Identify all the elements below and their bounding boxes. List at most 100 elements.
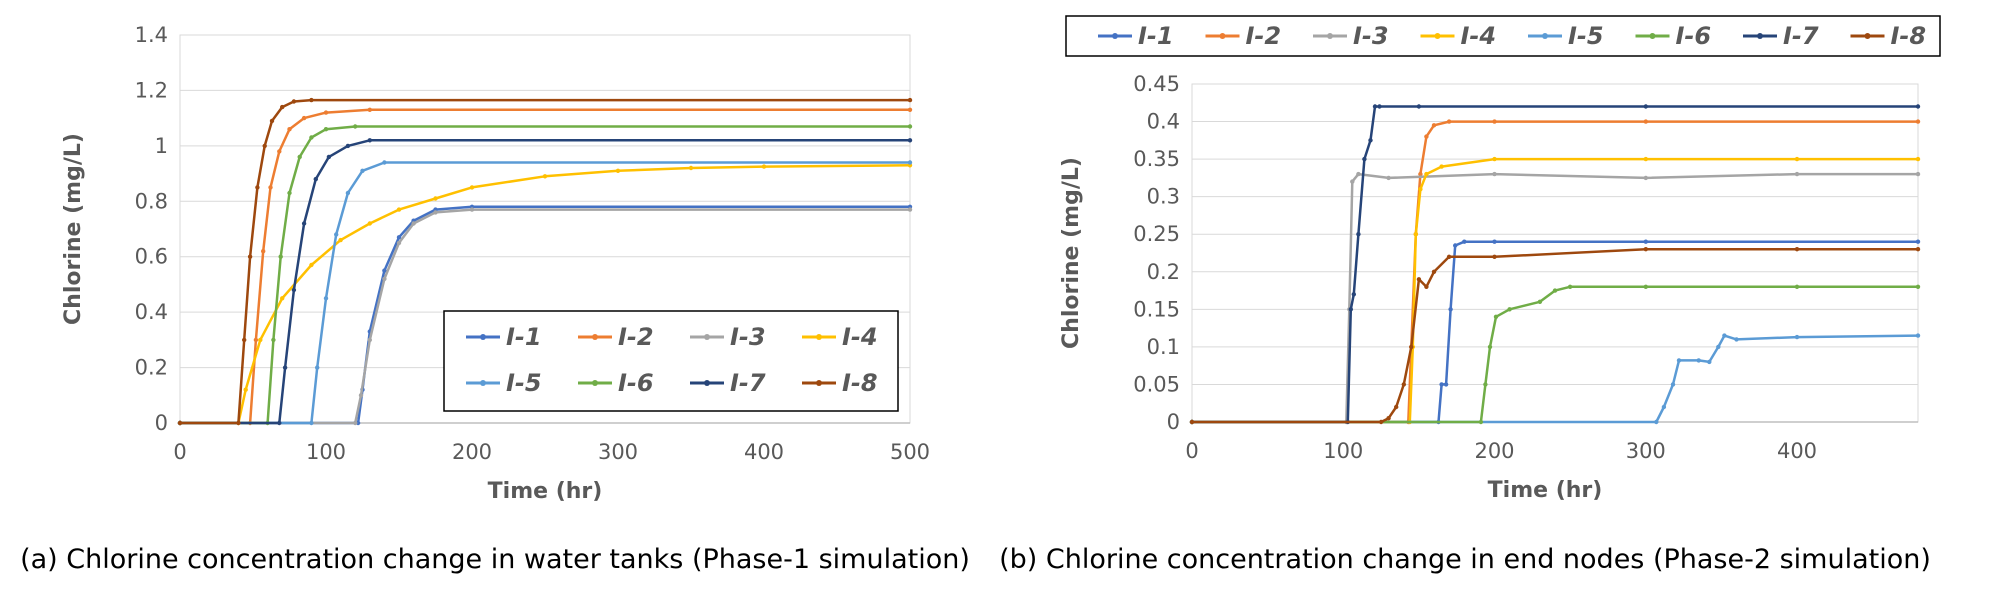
chart-a-y-tick-label: 0.2 xyxy=(135,356,168,380)
chart-a-data-point xyxy=(433,196,438,201)
chart-a-data-point xyxy=(353,124,358,129)
chart-b-x-tick-label: 300 xyxy=(1626,439,1666,463)
chart-b-x-tick-label: 100 xyxy=(1323,439,1363,463)
chart-b-data-point xyxy=(1356,232,1361,237)
chart-b-data-point xyxy=(1915,333,1921,338)
chart-b-legend-label: I-1 xyxy=(1138,22,1174,50)
chart-a-series-line xyxy=(180,205,910,425)
chart-a-data-point xyxy=(287,190,292,196)
chart-b-data-point xyxy=(1643,119,1649,124)
chart-b-y-tick-label: 0.3 xyxy=(1147,185,1180,209)
chart-b-data-point xyxy=(1409,344,1414,350)
chart-b-data-point xyxy=(1377,104,1382,109)
chart-a-legend-label: I-8 xyxy=(842,369,878,397)
chart-b-data-point xyxy=(1424,134,1429,139)
chart-b-data-point xyxy=(1670,382,1676,387)
chart-a-data-point xyxy=(309,420,314,426)
chart-a-data-point xyxy=(907,138,913,143)
chart-b-legend-item: I-7 xyxy=(1743,22,1819,50)
chart-b-data-point xyxy=(1448,307,1453,312)
chart-a-y-tick-label: 0.4 xyxy=(135,300,168,324)
chart-b-legend-label: I-5 xyxy=(1568,22,1604,50)
chart-a-y-tick-label: 1.2 xyxy=(135,78,168,102)
chart-a-x-tick-label: 500 xyxy=(890,440,930,464)
chart-b-data-point xyxy=(1915,119,1921,124)
chart-a-legend-item: I-1 xyxy=(466,323,542,351)
chart-b-data-point xyxy=(1401,382,1407,387)
chart-a-data-point xyxy=(345,143,351,149)
chart-b-y-axis-title: Chlorine (mg/L) xyxy=(1059,157,1084,349)
chart-a-data-point xyxy=(345,190,351,196)
chart-a-data-point xyxy=(301,221,307,226)
chart-a-data-point xyxy=(243,387,248,392)
chart-a-data-point xyxy=(396,240,402,246)
chart-a-x-tick-label: 300 xyxy=(598,440,638,464)
chart-a-data-point xyxy=(469,207,475,212)
chart-b-x-tick-label: 400 xyxy=(1777,439,1817,463)
chart-b-data-point xyxy=(1915,156,1921,162)
chart-b-data-point xyxy=(1794,247,1800,252)
chart-b-data-point xyxy=(1431,123,1437,128)
chart-a-data-point xyxy=(280,296,285,301)
chart-a-data-point xyxy=(396,235,402,240)
chart-b-data-point xyxy=(1552,288,1558,293)
chart-b-caption: (b) Chlorine concentration change in end… xyxy=(999,544,1931,575)
chart-b-data-point xyxy=(1707,359,1712,365)
chart-a-data-point xyxy=(301,115,307,121)
chart-b-data-point xyxy=(1492,156,1497,162)
chart-a-data-point xyxy=(323,110,329,115)
chart-b-x-tick-label: 200 xyxy=(1474,439,1514,463)
chart-b-y-tick-label: 0 xyxy=(1167,410,1180,434)
chart-a-data-point xyxy=(282,365,288,370)
chart-a-data-point xyxy=(177,420,183,426)
chart-a-legend-marker xyxy=(704,334,710,340)
chart-b-data-point xyxy=(1492,254,1497,259)
chart-b-data-point xyxy=(1643,175,1649,181)
chart-b-legend-label: I-8 xyxy=(1891,22,1927,50)
chart-b-series-line xyxy=(1192,247,1918,424)
chart-a-legend-item: I-8 xyxy=(802,369,878,397)
chart-a-data-point xyxy=(309,135,314,140)
chart-a-y-tick-label: 0.6 xyxy=(135,245,168,269)
chart-a-y-axis-title: Chlorine (mg/L) xyxy=(61,133,86,325)
chart-b-series-I-1 xyxy=(1189,239,1921,425)
chart-b-data-point xyxy=(1794,156,1800,162)
chart-a-legend-label: I-6 xyxy=(618,369,654,397)
chart-a-data-point xyxy=(411,221,416,226)
chart-a-data-point xyxy=(334,232,339,237)
chart-a-legend-label: I-1 xyxy=(506,323,542,351)
chart-a-data-point xyxy=(907,124,913,129)
chart-a-data-point xyxy=(907,160,913,165)
chart-panel-b: 0 0.05 0.1 0.15 0.2 0.25 0.3 0.35 0.4 0.45 0 100 200… xyxy=(1059,15,1941,503)
chart-b-data-point xyxy=(1368,138,1373,143)
chart-a-data-point xyxy=(761,164,767,169)
chart-a-legend-label: I-7 xyxy=(730,369,766,397)
chart-b-data-point xyxy=(1493,314,1499,319)
chart-a-data-point xyxy=(309,262,314,268)
chart-b-data-point xyxy=(1413,232,1419,237)
chart-b-legend-label: I-2 xyxy=(1246,22,1282,50)
chart-b-data-point xyxy=(1487,344,1493,350)
chart-b-data-point xyxy=(1915,171,1921,177)
chart-b-axes: 0 0.05 0.1 0.15 0.2 0.25 0.3 0.35 0.4 0.45 0 100 200… xyxy=(1133,72,1918,463)
chart-a-data-point xyxy=(297,154,302,160)
chart-a-data-point xyxy=(688,165,694,171)
chart-b-data-point xyxy=(1696,358,1701,363)
chart-a-legend-marker xyxy=(480,380,486,386)
chart-b-legend-label: I-4 xyxy=(1461,22,1497,50)
chart-b-data-point xyxy=(1348,307,1354,312)
chart-b-data-point xyxy=(1643,104,1649,109)
chart-b-data-point xyxy=(1794,171,1800,177)
chart-a-legend-label: I-4 xyxy=(842,323,878,351)
chart-b-series-line xyxy=(1192,105,1918,424)
chart-a-data-point xyxy=(433,210,438,215)
chart-a-axes: 0 0.2 0.4 0.6 0.8 1 1.2 1.4 0 100 200 300 400 500 xyxy=(135,23,930,464)
chart-b-legend-item: I-2 xyxy=(1205,22,1282,50)
chart-b-legend-marker xyxy=(1649,33,1656,39)
chart-b-legend-item: I-3 xyxy=(1313,22,1389,50)
chart-b-y-tick-label: 0.35 xyxy=(1133,147,1180,171)
chart-b-legend-marker xyxy=(1327,33,1333,39)
chart-b-legend-item: I-6 xyxy=(1635,22,1711,50)
chart-b-legend-marker xyxy=(1112,33,1118,39)
chart-a-data-point xyxy=(236,420,241,426)
